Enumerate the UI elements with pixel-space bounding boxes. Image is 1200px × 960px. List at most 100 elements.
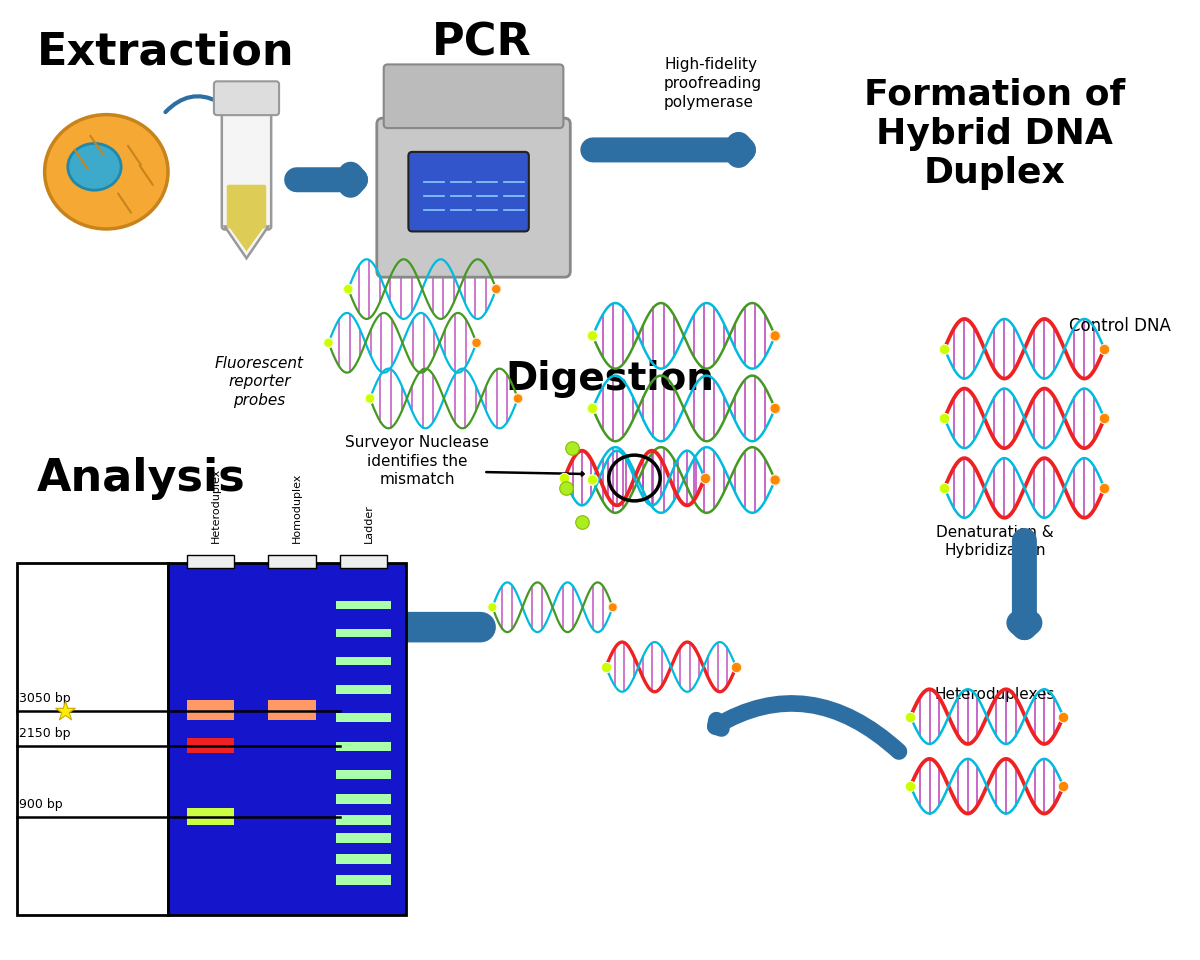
Point — [583, 328, 602, 344]
Text: Digestion: Digestion — [505, 360, 714, 397]
Point — [487, 281, 506, 297]
Point — [482, 600, 502, 615]
Point — [583, 328, 602, 344]
Point — [509, 391, 528, 406]
Ellipse shape — [44, 114, 168, 229]
Text: Control DNA: Control DNA — [1069, 317, 1171, 335]
Point — [604, 600, 623, 615]
Point — [935, 411, 954, 426]
Text: Analysis: Analysis — [36, 457, 245, 499]
Ellipse shape — [68, 143, 121, 190]
Point — [901, 779, 920, 794]
Point — [338, 281, 358, 297]
Point — [338, 281, 358, 297]
Bar — [187, 700, 234, 720]
FancyBboxPatch shape — [408, 152, 529, 231]
Bar — [187, 807, 234, 825]
Bar — [336, 833, 391, 843]
FancyBboxPatch shape — [384, 64, 563, 128]
Point — [554, 470, 574, 486]
Bar — [336, 629, 391, 637]
Point — [695, 470, 714, 486]
Bar — [187, 738, 234, 753]
Polygon shape — [224, 227, 269, 258]
Bar — [336, 601, 391, 609]
Text: 2150 bp: 2150 bp — [19, 727, 71, 740]
Point — [563, 441, 582, 456]
Point — [726, 660, 745, 675]
Point — [583, 472, 602, 488]
Point — [766, 472, 785, 488]
Bar — [336, 815, 391, 825]
Point — [766, 400, 785, 416]
Text: Denaturation &
Hybridization: Denaturation & Hybridization — [936, 525, 1054, 559]
Point — [1094, 411, 1114, 426]
Bar — [336, 713, 391, 722]
Point — [583, 472, 602, 488]
FancyBboxPatch shape — [377, 118, 570, 277]
Text: Homoduplex: Homoduplex — [292, 472, 301, 542]
Bar — [336, 741, 391, 751]
Point — [935, 480, 954, 495]
Point — [766, 328, 785, 344]
Bar — [336, 658, 391, 665]
Bar — [168, 563, 407, 916]
Point — [604, 600, 623, 615]
Point — [360, 391, 379, 406]
Point — [766, 328, 785, 344]
Text: 3050 bp: 3050 bp — [19, 692, 71, 705]
Text: Surveyor Nuclease
identifies the
mismatch: Surveyor Nuclease identifies the mismatc… — [346, 435, 490, 488]
Polygon shape — [229, 227, 264, 252]
Point — [487, 281, 506, 297]
Point — [1094, 341, 1114, 356]
Bar — [18, 563, 168, 916]
Text: Heteroduplex: Heteroduplex — [210, 468, 221, 542]
Point — [55, 703, 74, 718]
Point — [482, 600, 502, 615]
Point — [596, 660, 616, 675]
Bar — [336, 685, 391, 694]
Bar — [336, 876, 391, 885]
Point — [935, 480, 954, 495]
Point — [319, 335, 338, 350]
Point — [360, 391, 379, 406]
Point — [583, 400, 602, 416]
Text: Fluorescent
reporter
probes: Fluorescent reporter probes — [215, 356, 304, 408]
Point — [901, 779, 920, 794]
Bar — [336, 770, 391, 779]
Point — [901, 708, 920, 724]
Text: 900 bp: 900 bp — [19, 798, 64, 810]
Text: Formation of
Hybrid DNA
Duplex: Formation of Hybrid DNA Duplex — [864, 78, 1126, 190]
Point — [1054, 708, 1073, 724]
Text: Heteroduplexes: Heteroduplexes — [935, 686, 1055, 702]
Point — [509, 391, 528, 406]
Bar — [336, 854, 391, 864]
Point — [319, 335, 338, 350]
Bar — [268, 555, 316, 568]
Point — [467, 335, 486, 350]
Bar — [187, 555, 234, 568]
FancyBboxPatch shape — [214, 82, 280, 115]
Point — [467, 335, 486, 350]
Point — [1054, 779, 1073, 794]
Point — [1054, 708, 1073, 724]
Point — [596, 660, 616, 675]
Point — [935, 341, 954, 356]
Point — [935, 341, 954, 356]
Point — [766, 400, 785, 416]
Text: Extraction: Extraction — [37, 31, 294, 74]
Point — [1094, 411, 1114, 426]
FancyBboxPatch shape — [227, 184, 266, 228]
Bar — [268, 700, 316, 720]
FancyBboxPatch shape — [222, 112, 271, 229]
Point — [1094, 480, 1114, 495]
Text: PCR: PCR — [432, 21, 532, 64]
Point — [557, 480, 576, 495]
Text: High-fidelity
proofreading
polymerase: High-fidelity proofreading polymerase — [664, 58, 762, 109]
Point — [766, 472, 785, 488]
Point — [935, 411, 954, 426]
Bar — [340, 555, 388, 568]
Point — [1094, 341, 1114, 356]
Point — [583, 400, 602, 416]
Point — [1094, 480, 1114, 495]
